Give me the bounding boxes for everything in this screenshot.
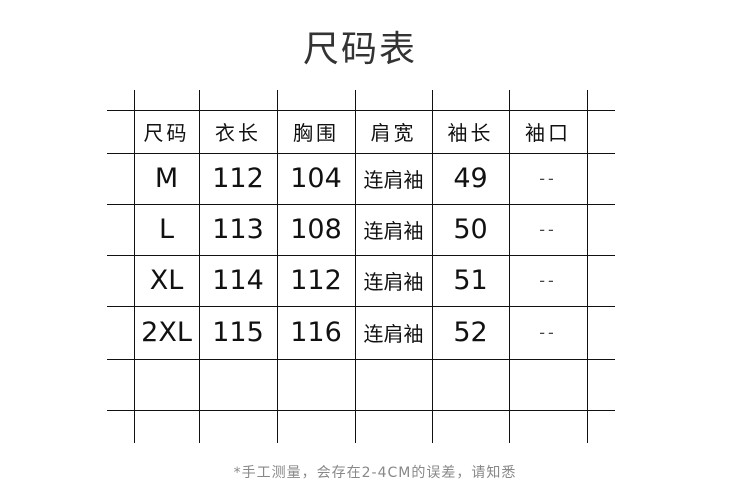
table-cell: 52: [453, 317, 488, 348]
table-cell: 连肩袖: [363, 270, 424, 294]
grid-line-horizontal: [107, 255, 615, 256]
page-title: 尺码表: [302, 29, 417, 70]
grid-line-horizontal: [107, 359, 615, 360]
table-cell: 108: [290, 214, 342, 245]
table-cell: 112: [290, 265, 342, 296]
grid-line-horizontal: [107, 153, 615, 154]
column-header: 胸围: [293, 121, 339, 145]
grid-line-vertical: [509, 90, 510, 443]
table-cell: 115: [212, 317, 264, 348]
grid-line-horizontal: [107, 110, 615, 111]
table-cell: --: [539, 220, 557, 239]
grid-line-vertical: [277, 90, 278, 443]
column-header: 袖长: [447, 121, 494, 145]
grid-line-vertical: [199, 90, 200, 443]
table-cell: 连肩袖: [363, 322, 424, 346]
table-cell: --: [539, 323, 557, 342]
table-cell: --: [539, 169, 557, 188]
table-cell: 104: [290, 163, 342, 194]
grid-line-vertical: [587, 90, 588, 443]
table-cell: L: [158, 214, 175, 245]
table-cell: XL: [149, 265, 184, 296]
table-cell: 113: [212, 214, 264, 245]
table-cell: 49: [453, 163, 488, 194]
table-cell: M: [154, 163, 179, 194]
grid-line-horizontal: [107, 306, 615, 307]
table-cell: 连肩袖: [363, 168, 424, 192]
table-cell: 连肩袖: [363, 219, 424, 243]
table-cell: 2XL: [141, 317, 192, 348]
grid-line-vertical: [355, 90, 356, 443]
grid-line-horizontal: [107, 204, 615, 205]
table-cell: --: [539, 271, 557, 290]
table-cell: 116: [290, 317, 342, 348]
grid-line-vertical: [432, 90, 433, 443]
table-cell: 50: [453, 214, 488, 245]
grid-line-vertical: [134, 90, 135, 443]
measurement-note: *手工测量，会存在2-4CM的误差，请知悉: [233, 465, 517, 481]
table-cell: 51: [453, 265, 488, 296]
column-header: 尺码: [143, 121, 190, 145]
table-cell: 112: [212, 163, 264, 194]
table-cell: 114: [212, 265, 264, 296]
column-header: 袖口: [525, 121, 571, 145]
grid-line-horizontal: [107, 410, 615, 411]
column-header: 肩宽: [370, 121, 417, 145]
column-header: 衣长: [215, 121, 261, 145]
